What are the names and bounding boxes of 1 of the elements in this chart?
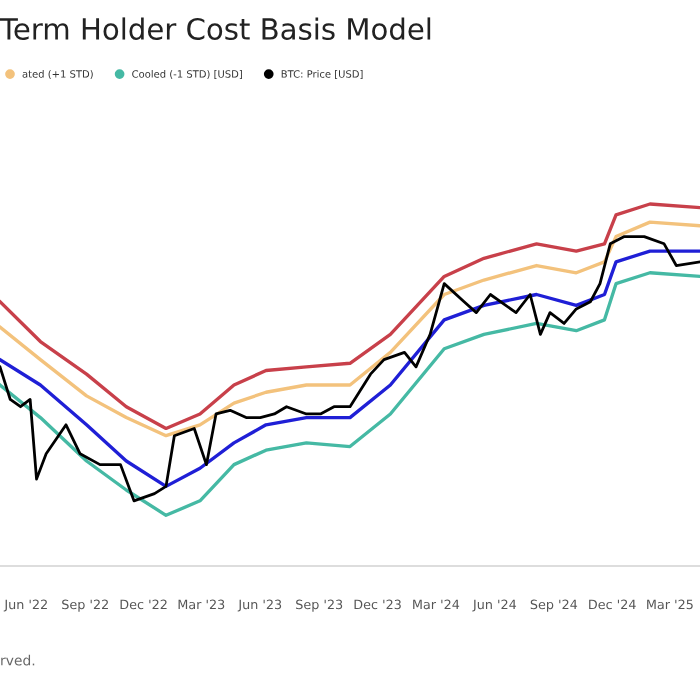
chart-title: Term Holder Cost Basis Model	[0, 17, 431, 40]
